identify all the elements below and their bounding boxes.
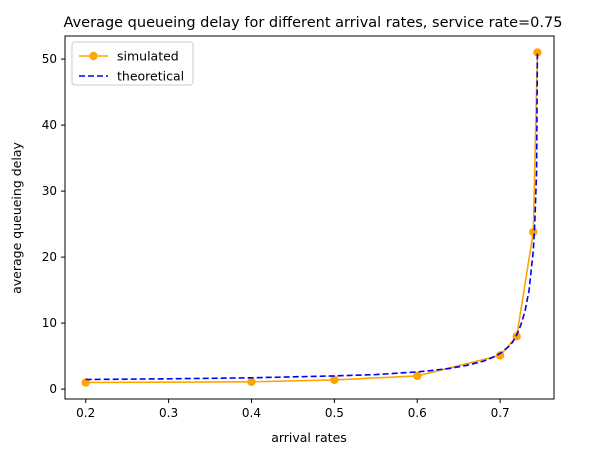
simulated-point: [247, 377, 256, 387]
legend-marker-simulated: [89, 51, 98, 61]
y-tick-label: 0: [49, 382, 57, 396]
legend-label-theoretical: theoretical: [117, 69, 184, 84]
legend-box: [71, 41, 194, 86]
simulated-point: [495, 351, 505, 360]
theoretical-series-line: [85, 52, 539, 381]
y-tick-label: 50: [42, 52, 57, 66]
y-tick-label: 40: [42, 118, 57, 132]
x-tick-label: 0.7: [491, 406, 510, 420]
x-tick-label: 0.3: [159, 406, 178, 420]
legend-label-simulated: simulated: [117, 49, 179, 64]
x-axis-label: arrival rates: [271, 430, 347, 445]
y-axis-label: average queueing delay: [9, 142, 24, 294]
x-tick-label: 0.2: [76, 406, 95, 420]
y-tick-label: 10: [42, 316, 57, 330]
simulated-point: [413, 371, 422, 381]
simulated-point: [81, 378, 90, 387]
simulated-point: [330, 375, 339, 385]
x-tick-label: 0.4: [242, 406, 261, 420]
x-tick-label: 0.6: [408, 406, 427, 420]
legend: simulated theoretical: [71, 41, 194, 86]
chart-title: Average queueing delay for different arr…: [64, 15, 563, 31]
y-tick-label: 30: [42, 184, 57, 198]
x-tick-label: 0.5: [325, 406, 344, 420]
y-tick-label: 20: [42, 250, 57, 264]
simulated-point: [533, 48, 542, 57]
simulated-series-line: [85, 52, 539, 384]
plot-frame: [64, 35, 555, 400]
simulated-point: [529, 227, 538, 237]
